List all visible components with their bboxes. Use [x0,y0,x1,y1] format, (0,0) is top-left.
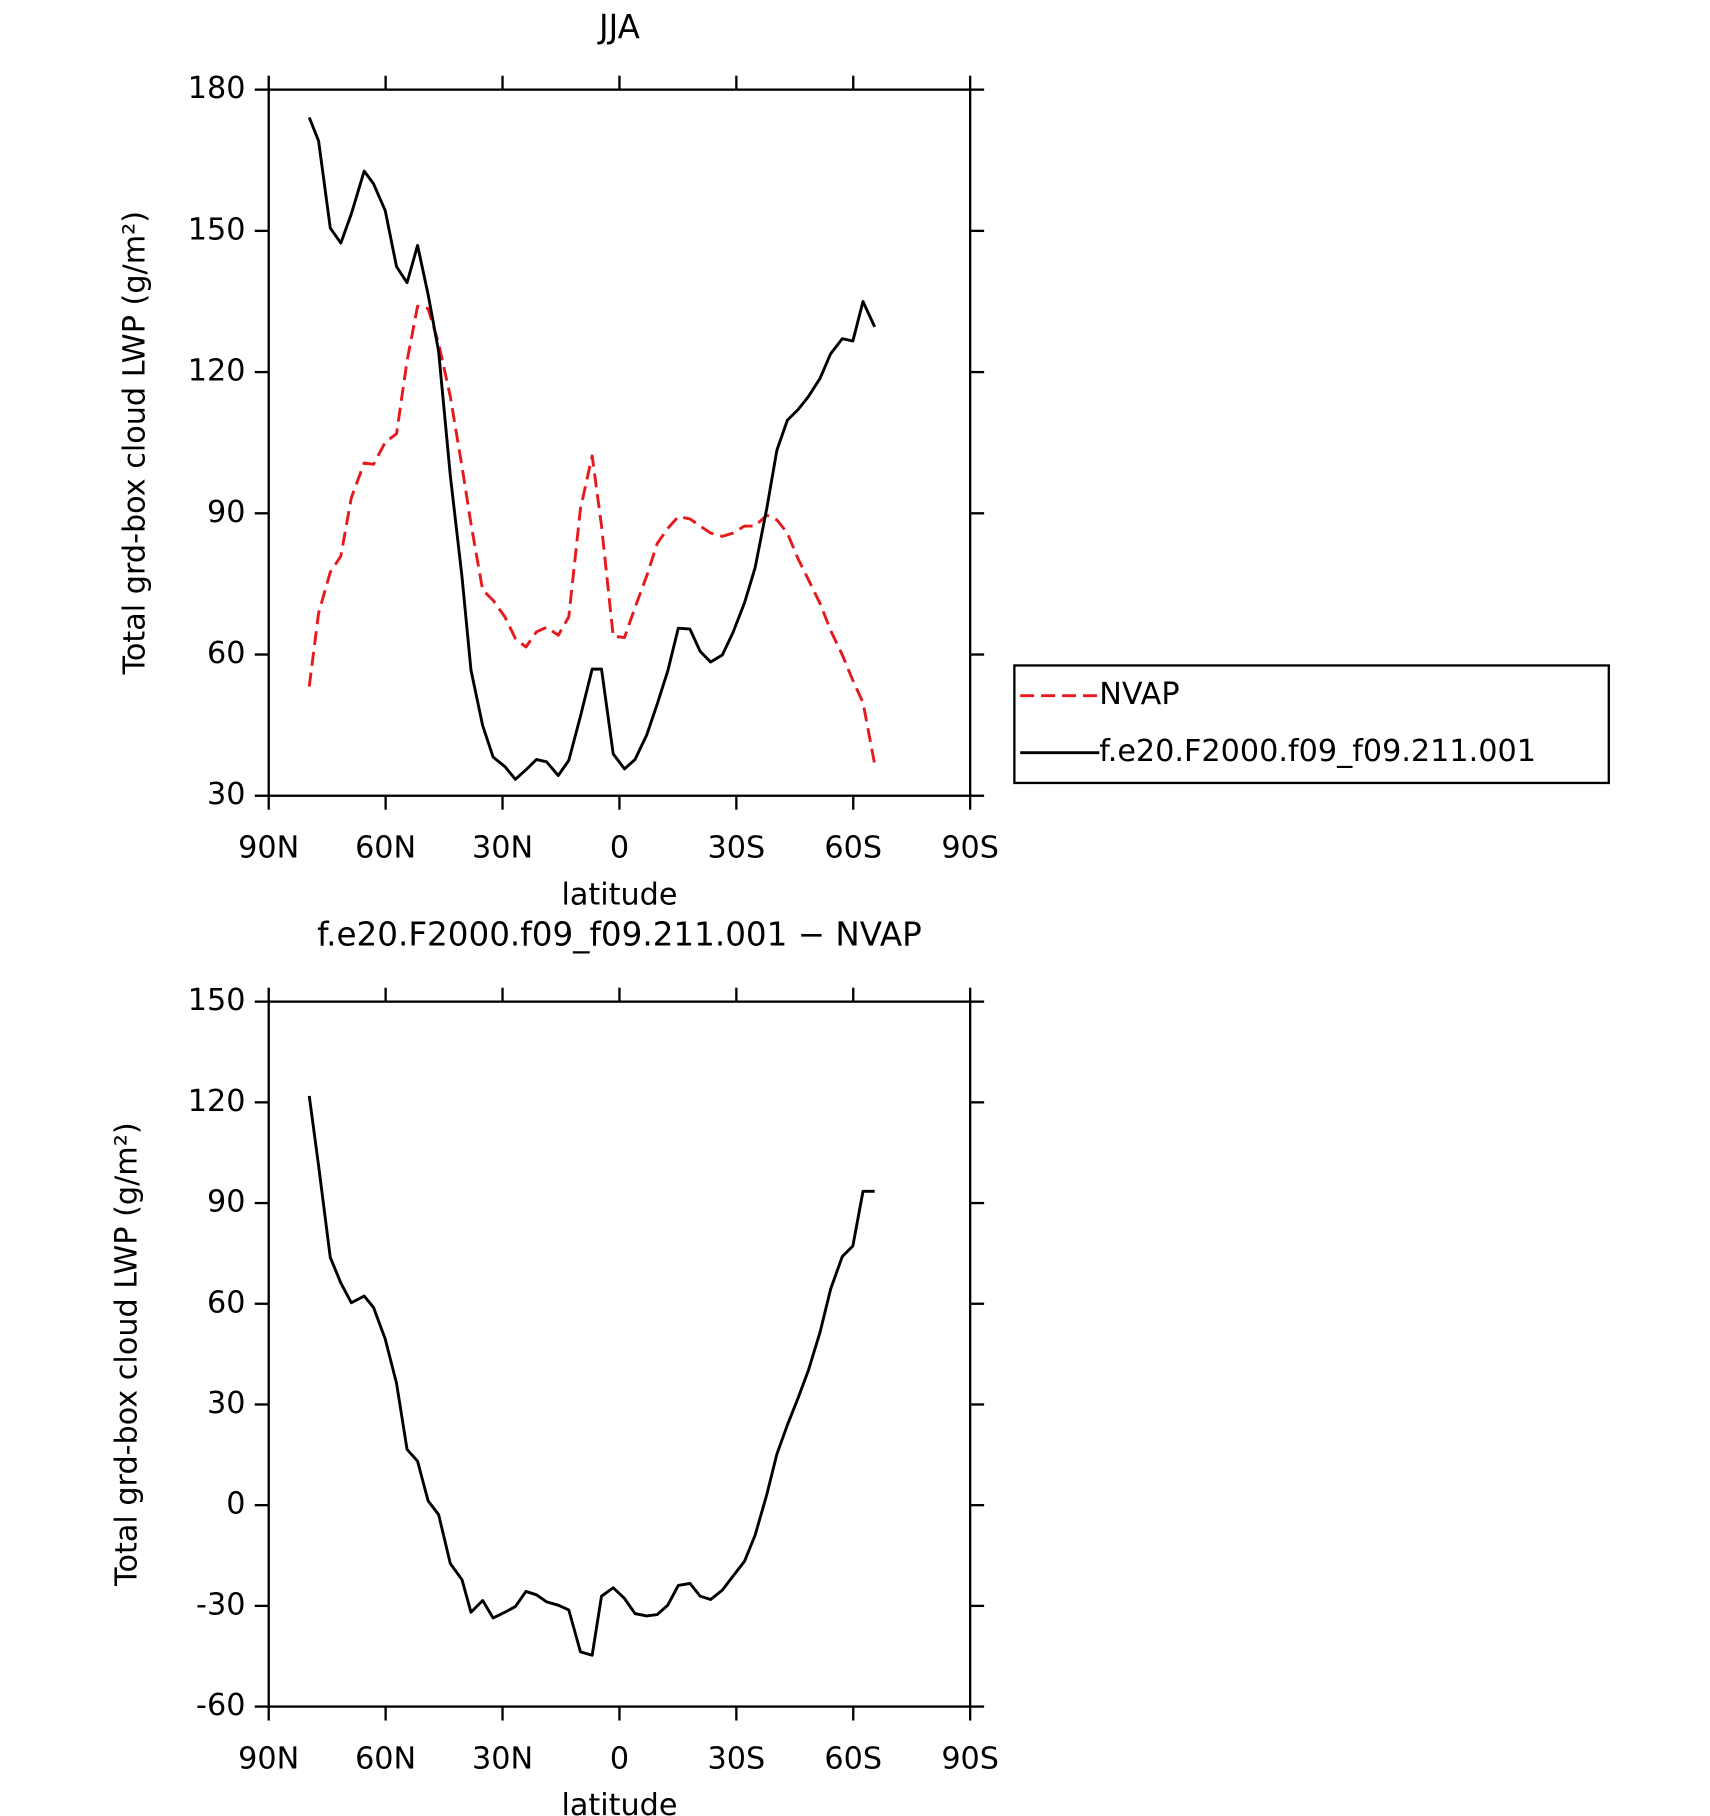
data-line [307,116,877,781]
x-axis-label: latitude [561,877,677,912]
x-tick-label: 0 [610,831,629,866]
x-tick-label: 60N [355,831,416,866]
y-tick-label: 90 [207,1185,245,1220]
x-tick-label: 30S [708,1742,766,1777]
y-axis-label: Total grd-box cloud LWP (g/m²) [118,211,153,676]
legend-label: NVAP [1099,677,1179,712]
x-tick-label: 60N [355,1742,416,1777]
chart-title: f.e20.F2000.f09_f09.211.001 − NVAP [317,916,922,954]
x-tick-label: 90S [941,831,999,866]
x-tick-label: 60S [824,831,882,866]
y-tick-label: 60 [207,1285,245,1320]
chart-title: JJA [597,8,640,46]
plot-frame [267,88,972,797]
y-tick-label: 90 [207,495,245,530]
y-tick-label: 120 [188,1084,246,1119]
y-tick-label: -30 [196,1587,245,1622]
y-tick-label: 30 [207,1386,245,1421]
x-tick-label: 30N [472,831,533,866]
x-tick-label: 30S [708,831,766,866]
legend-label: f.e20.F2000.f09_f09.211.001 [1099,734,1536,769]
data-line [307,304,877,765]
plot-frame [267,1000,972,1708]
y-tick-label: 180 [188,71,246,106]
x-tick-label: 30N [472,1742,533,1777]
y-tick-label: 0 [226,1487,245,1522]
x-tick-label: 90N [238,831,299,866]
legend-box [1013,664,1610,785]
y-tick-label: 120 [188,354,246,389]
y-tick-label: 150 [188,983,246,1018]
data-line [307,1095,875,1657]
x-tick-label: 60S [824,1742,882,1777]
y-tick-label: 30 [207,777,245,812]
y-axis-label: Total grd-box cloud LWP (g/m²) [109,1122,144,1587]
y-tick-label: -60 [196,1688,245,1723]
x-tick-label: 90S [941,1742,999,1777]
y-tick-label: 60 [207,636,245,671]
y-tick-label: 150 [188,212,246,247]
x-tick-label: 0 [610,1742,629,1777]
x-axis-label: latitude [561,1788,677,1816]
x-tick-label: 90N [238,1742,299,1777]
